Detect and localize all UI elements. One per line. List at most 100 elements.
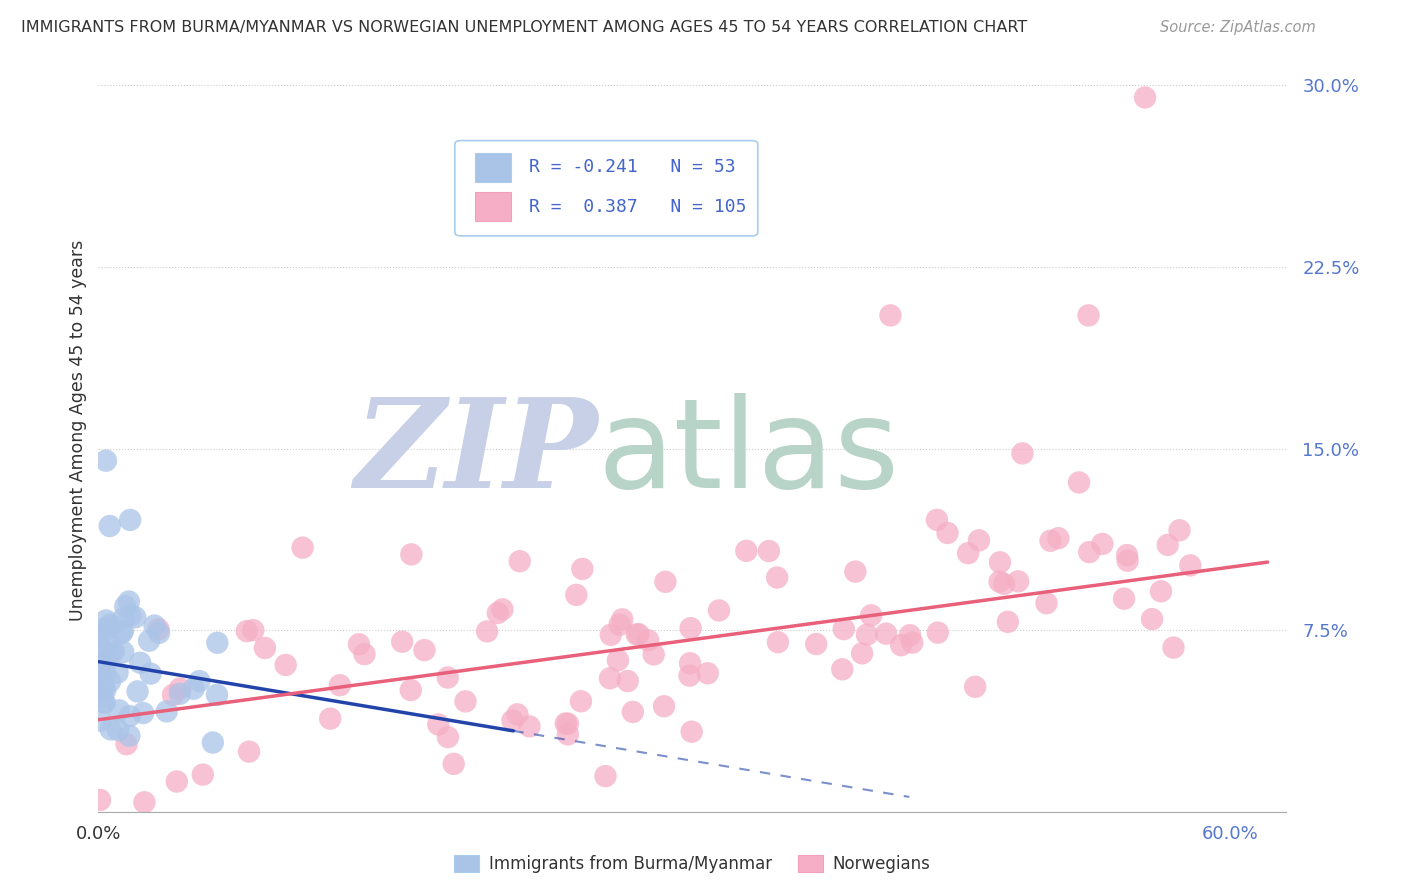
Point [427,717,450,731]
Point [319,712,342,726]
Point [93,679,115,693]
Y-axis label: Unemployment Among Ages 45 to 54 years: Unemployment Among Ages 45 to 54 years [69,240,87,621]
Bar [475,193,510,221]
Point [103,644,125,658]
Point [565,588,588,602]
Point [595,769,617,783]
Point [696,666,718,681]
Point [627,627,650,641]
Point [134,795,156,809]
Point [1168,523,1191,537]
Point [238,745,260,759]
Point [353,647,375,661]
Point [100,646,122,660]
Point [475,624,498,639]
Point [1035,596,1057,610]
Point [138,633,160,648]
Point [443,756,465,771]
Point [118,729,141,743]
Point [129,656,152,670]
Point [988,574,1011,589]
Point [413,643,436,657]
Point [97,634,120,648]
Point [454,694,477,708]
Point [554,716,576,731]
Point [988,555,1011,569]
Point [1091,537,1114,551]
Point [571,562,593,576]
Point [851,646,873,660]
Point [707,603,730,617]
Point [93,622,115,636]
Point [98,519,121,533]
Point [114,599,136,614]
Point [1116,554,1139,568]
Point [169,681,191,696]
Point [132,706,155,720]
Point [90,654,112,668]
Point [678,668,700,682]
Point [806,637,828,651]
FancyBboxPatch shape [456,141,758,235]
Point [118,594,141,608]
Point [679,657,702,671]
Point [519,719,541,733]
Point [91,690,114,704]
Point [599,671,621,685]
Point [112,645,135,659]
Point [89,793,111,807]
Point [236,624,259,639]
Point [148,625,170,640]
Point [100,617,122,632]
Point [120,608,142,623]
Point [1077,309,1099,323]
Text: ZIP: ZIP [354,392,598,514]
Point [509,554,531,568]
Point [115,737,138,751]
Point [766,570,789,584]
Point [965,680,987,694]
Point [169,687,191,701]
Point [612,612,634,626]
Point [98,620,121,634]
Point [1039,533,1062,548]
Point [107,723,129,737]
Point [957,546,980,560]
Point [94,614,117,628]
Point [207,636,229,650]
Point [347,637,370,651]
Point [643,648,665,662]
Point [89,714,111,728]
Point [758,544,780,558]
Point [654,574,676,589]
Point [124,610,146,624]
Point [1180,558,1202,573]
Point [626,627,648,641]
Point [1112,591,1135,606]
Point [681,724,703,739]
Point [898,628,921,642]
Point [569,694,592,708]
Point [139,666,162,681]
Point [94,648,117,662]
Point [94,665,117,679]
Point [735,544,758,558]
Point [437,730,460,744]
Point [191,767,214,781]
Point [329,678,352,692]
Point [1067,475,1090,490]
Point [501,714,523,728]
Point [127,684,149,698]
Point [89,640,111,654]
Point [890,638,912,652]
Point [844,565,866,579]
Point [162,688,184,702]
Point [94,696,117,710]
Point [253,640,276,655]
Point [997,615,1019,629]
Text: atlas: atlas [598,392,900,514]
Point [491,602,513,616]
Point [118,709,141,723]
Point [879,309,901,323]
Point [1011,446,1033,460]
